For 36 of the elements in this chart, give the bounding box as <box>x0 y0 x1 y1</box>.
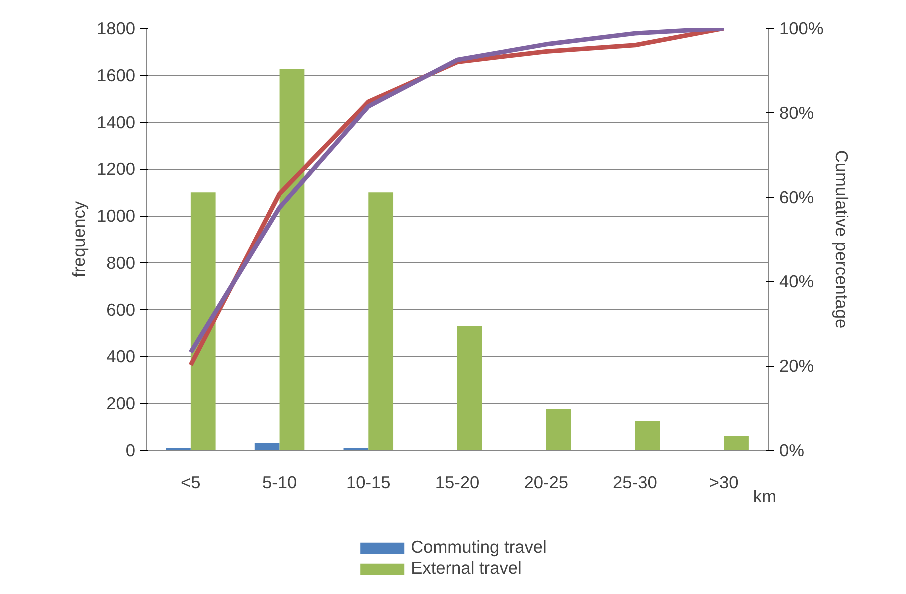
bar <box>724 436 749 450</box>
y-axis-title: frequency <box>68 201 89 278</box>
y-tick-label: 1600 <box>96 65 136 86</box>
y2-tick-label: 40% <box>780 272 814 292</box>
y-tick-label: 800 <box>106 252 136 273</box>
x-axis-title: km <box>753 486 777 506</box>
x-tick-label: <5 <box>181 472 201 492</box>
bar <box>368 192 394 450</box>
y-tick-label: 1400 <box>96 112 136 132</box>
y-tick-label: 1200 <box>96 159 136 180</box>
x-tick-label: >30 <box>709 472 739 492</box>
bar <box>190 192 216 450</box>
y2-tick-label: 0% <box>780 440 805 460</box>
y-tick-label: 400 <box>106 346 136 367</box>
y-tick-label: 0 <box>126 440 136 460</box>
y2-tick-label: 60% <box>780 187 814 208</box>
y2-axis-title: Cumulative percentage <box>832 150 852 329</box>
legend-label: External travel <box>411 558 522 579</box>
y-tick-label: 600 <box>106 300 136 320</box>
x-tick-label: 20-25 <box>524 472 569 492</box>
x-tick-label: 10-15 <box>346 472 391 492</box>
y-tick-label: 1000 <box>96 206 136 226</box>
bar <box>546 409 572 450</box>
x-tick-label: 5-10 <box>262 472 298 492</box>
x-tick-label: 15-20 <box>435 472 480 492</box>
bar <box>254 443 280 450</box>
y2-tick-label: 20% <box>780 356 814 376</box>
y-tick-label: 1800 <box>96 18 136 38</box>
bar <box>280 70 305 450</box>
bar <box>458 326 482 450</box>
bar <box>635 421 660 450</box>
y2-tick-label: 100% <box>780 18 824 38</box>
x-tick-label: 25-30 <box>613 472 658 492</box>
y2-tick-label: 80% <box>780 102 814 123</box>
y-tick-label: 200 <box>106 394 136 414</box>
legend-label: Commuting travel <box>411 537 547 558</box>
